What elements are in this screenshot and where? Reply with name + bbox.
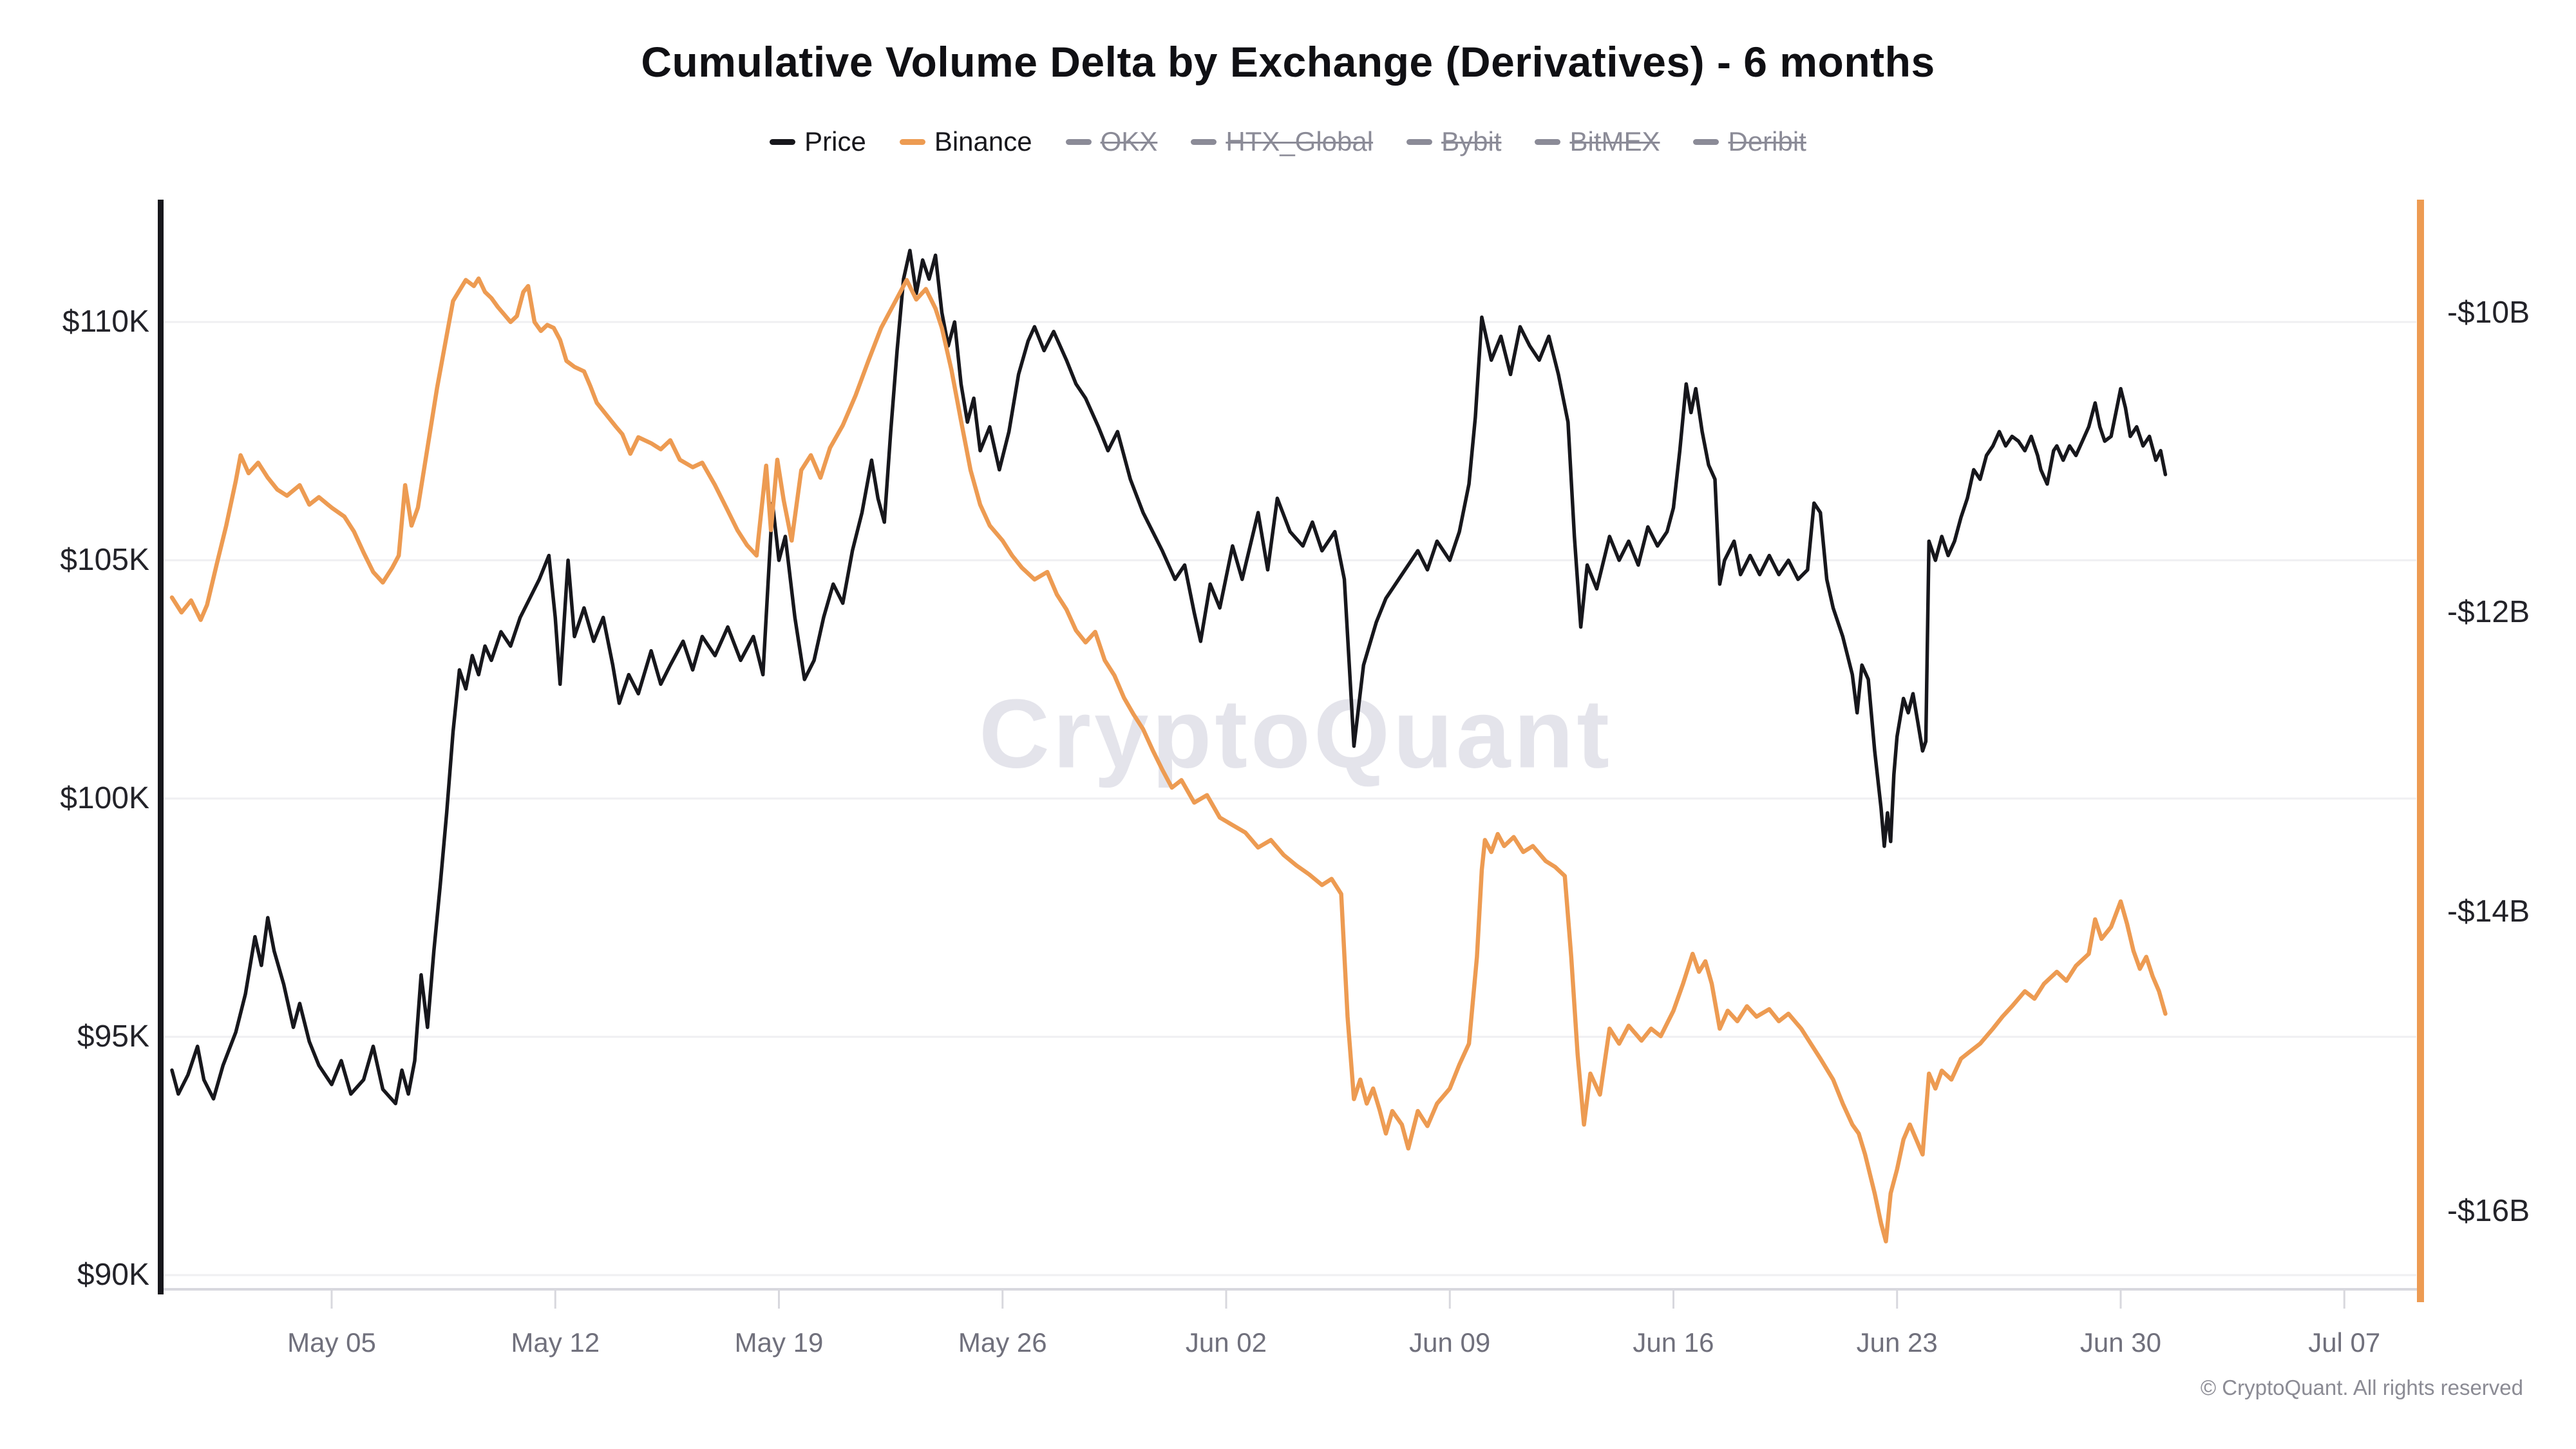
x-axis-tick-label: May 26	[958, 1327, 1047, 1358]
legend-item-bybit[interactable]: Bybit	[1406, 126, 1501, 157]
legend-item-price[interactable]: Price	[770, 126, 866, 157]
legend-item-label: Deribit	[1728, 126, 1806, 156]
x-axis-tick-label: Jun 16	[1633, 1327, 1714, 1358]
right-axis-tick-label: -$14B	[2447, 895, 2530, 929]
x-axis-tick-label: May 19	[734, 1327, 824, 1358]
legend-swatch-icon	[1406, 138, 1433, 145]
binance-line	[169, 276, 2168, 1244]
legend-item-deribit[interactable]: Deribit	[1693, 126, 1806, 157]
x-axis-tick-label: Jul 07	[2308, 1327, 2381, 1358]
copyright-attribution: © CryptoQuant. All rights reserved	[2200, 1376, 2523, 1399]
legend-swatch-icon	[1535, 138, 1561, 145]
gridlines	[162, 321, 2416, 1276]
left-axis-tick-label: $90K	[77, 1258, 149, 1292]
right-axis-tick-label: -$16B	[2447, 1194, 2530, 1228]
legend-swatch-icon	[1065, 138, 1092, 145]
legend-item-label: BitMEX	[1569, 126, 1660, 156]
page-title: Cumulative Volume Delta by Exchange (Der…	[641, 38, 1935, 86]
chart-legend: Price Binance OKX HTX_Global Bybit BitME…	[0, 126, 2576, 157]
left-axis-tick-label: $110K	[62, 305, 149, 339]
x-axis-tick-label: May 12	[511, 1327, 600, 1358]
legend-item-label: HTX_Global	[1226, 126, 1374, 156]
left-axis-bar	[158, 200, 164, 1294]
cryptoquant-watermark: CryptoQuant	[979, 679, 1613, 789]
left-axis-tick-label: $100K	[60, 781, 149, 815]
x-axis-tick-label: Jun 30	[2079, 1327, 2162, 1358]
legend-item-label: OKX	[1100, 126, 1158, 156]
price-line	[170, 249, 2168, 1106]
legend-item-label: Bybit	[1441, 126, 1502, 156]
right-axis-tick-label: -$10B	[2447, 296, 2530, 330]
legend-swatch-icon	[899, 138, 925, 145]
legend-item-okx[interactable]: OKX	[1065, 126, 1158, 157]
right-axis-tick-label: -$12B	[2447, 595, 2530, 629]
legend-swatch-icon	[1693, 138, 1719, 145]
legend-swatch-icon	[770, 138, 796, 145]
legend-item-label: Binance	[934, 126, 1032, 156]
x-tick-marks	[330, 1289, 2345, 1309]
x-axis-tick-label: Jun 09	[1409, 1327, 1491, 1358]
x-axis-tick-label: Jun 23	[1856, 1327, 1938, 1358]
left-axis-tick-label: $105K	[60, 543, 149, 577]
legend-swatch-icon	[1191, 138, 1217, 145]
right-axis-bar	[2417, 200, 2424, 1302]
left-axis-tick-label: $95K	[77, 1019, 149, 1054]
x-axis-tick-label: May 05	[287, 1327, 376, 1358]
x-axis-tick-label: Jun 02	[1185, 1327, 1267, 1358]
legend-item-bitmex[interactable]: BitMEX	[1535, 126, 1660, 157]
legend-item-htx-global[interactable]: HTX_Global	[1191, 126, 1373, 157]
legend-item-label: Price	[804, 126, 866, 156]
legend-item-binance[interactable]: Binance	[899, 126, 1032, 157]
